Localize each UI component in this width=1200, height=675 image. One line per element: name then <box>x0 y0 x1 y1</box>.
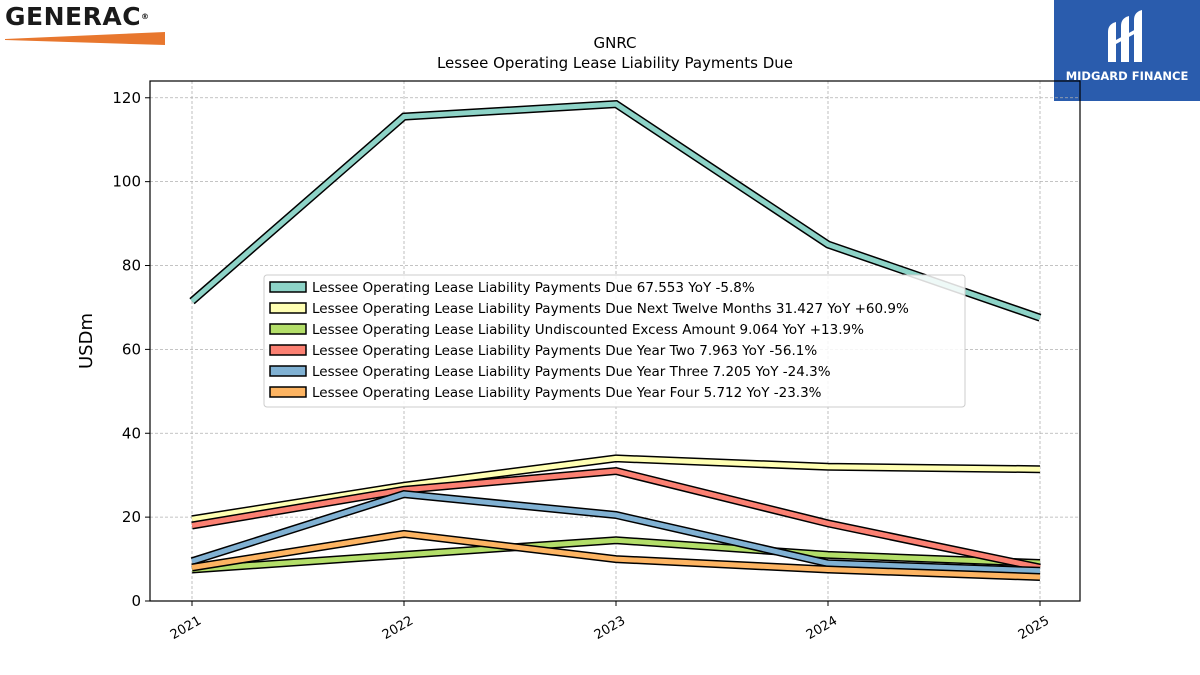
legend-entry: Lessee Operating Lease Liability Payment… <box>269 301 909 317</box>
x-tick-label: 2022 <box>380 613 416 643</box>
midgard-finance-text: MIDGARD FINANCE <box>1065 69 1189 83</box>
series-line <box>191 454 1041 524</box>
legend-entry: Lessee Operating Lease Liability Payment… <box>269 385 822 401</box>
y-axis-label: USDm <box>76 313 97 369</box>
plot-frame <box>149 80 1081 602</box>
y-tick-label: 80 <box>122 257 141 275</box>
series-line-stroke <box>191 537 1041 572</box>
legend-label: Lessee Operating Lease Liability Payment… <box>312 280 755 296</box>
y-tick-label: 20 <box>122 508 141 526</box>
series-line <box>191 536 1041 574</box>
y-tick-label: 60 <box>122 340 141 358</box>
x-tick-label: 2024 <box>804 613 840 643</box>
generac-logo-text: GENERAC® <box>5 2 150 31</box>
legend-swatch <box>269 302 307 314</box>
chart-title: GNRC <box>594 34 637 52</box>
x-tick-label: 2025 <box>1016 613 1052 643</box>
generac-logo: GENERAC® <box>5 2 175 45</box>
series-line <box>189 100 1042 322</box>
legend-label: Lessee Operating Lease Liability Payment… <box>312 301 909 317</box>
chart-subtitle: Lessee Operating Lease Liability Payment… <box>437 54 793 72</box>
generac-swoosh-icon <box>5 32 165 45</box>
series-line-stroke <box>191 468 1041 571</box>
legend-label: Lessee Operating Lease Liability Payment… <box>312 364 831 380</box>
series-line-stroke <box>191 491 1041 574</box>
series-line <box>190 490 1041 575</box>
legend-label: Lessee Operating Lease Liability Payment… <box>312 385 822 401</box>
y-tick-label: 40 <box>122 424 141 442</box>
series-line-stroke <box>190 101 1041 321</box>
series-line-stroke <box>191 455 1041 522</box>
legend-swatch <box>269 386 307 398</box>
x-tick-label: 2021 <box>168 613 204 643</box>
y-tick-label: 0 <box>131 592 141 610</box>
series-line-stroke <box>191 531 1041 580</box>
y-tick-label: 100 <box>112 173 141 191</box>
midgard-finance-logo: MIDGARD FINANCE <box>1054 0 1200 101</box>
y-tick-label: 120 <box>112 89 141 107</box>
legend-entry: Lessee Operating Lease Liability Payment… <box>269 280 755 296</box>
legend-swatch <box>269 323 307 335</box>
legend-label: Lessee Operating Lease Liability Undisco… <box>312 322 864 338</box>
legend-entry: Lessee Operating Lease Liability Undisco… <box>269 322 864 338</box>
legend-swatch <box>269 344 307 356</box>
legend-box <box>263 274 966 408</box>
series-line <box>191 529 1041 581</box>
legend-entry: Lessee Operating Lease Liability Payment… <box>269 343 817 359</box>
series-layer <box>189 100 1042 581</box>
legend-entry: Lessee Operating Lease Liability Payment… <box>269 364 831 380</box>
legend-label: Lessee Operating Lease Liability Payment… <box>312 343 817 359</box>
legend: Lessee Operating Lease Liability Payment… <box>263 274 966 408</box>
midgard-mark-icon <box>1108 10 1142 62</box>
x-tick-label: 2023 <box>592 613 628 643</box>
series-line <box>191 466 1041 572</box>
legend-swatch <box>269 281 307 293</box>
legend-swatch <box>269 365 307 377</box>
